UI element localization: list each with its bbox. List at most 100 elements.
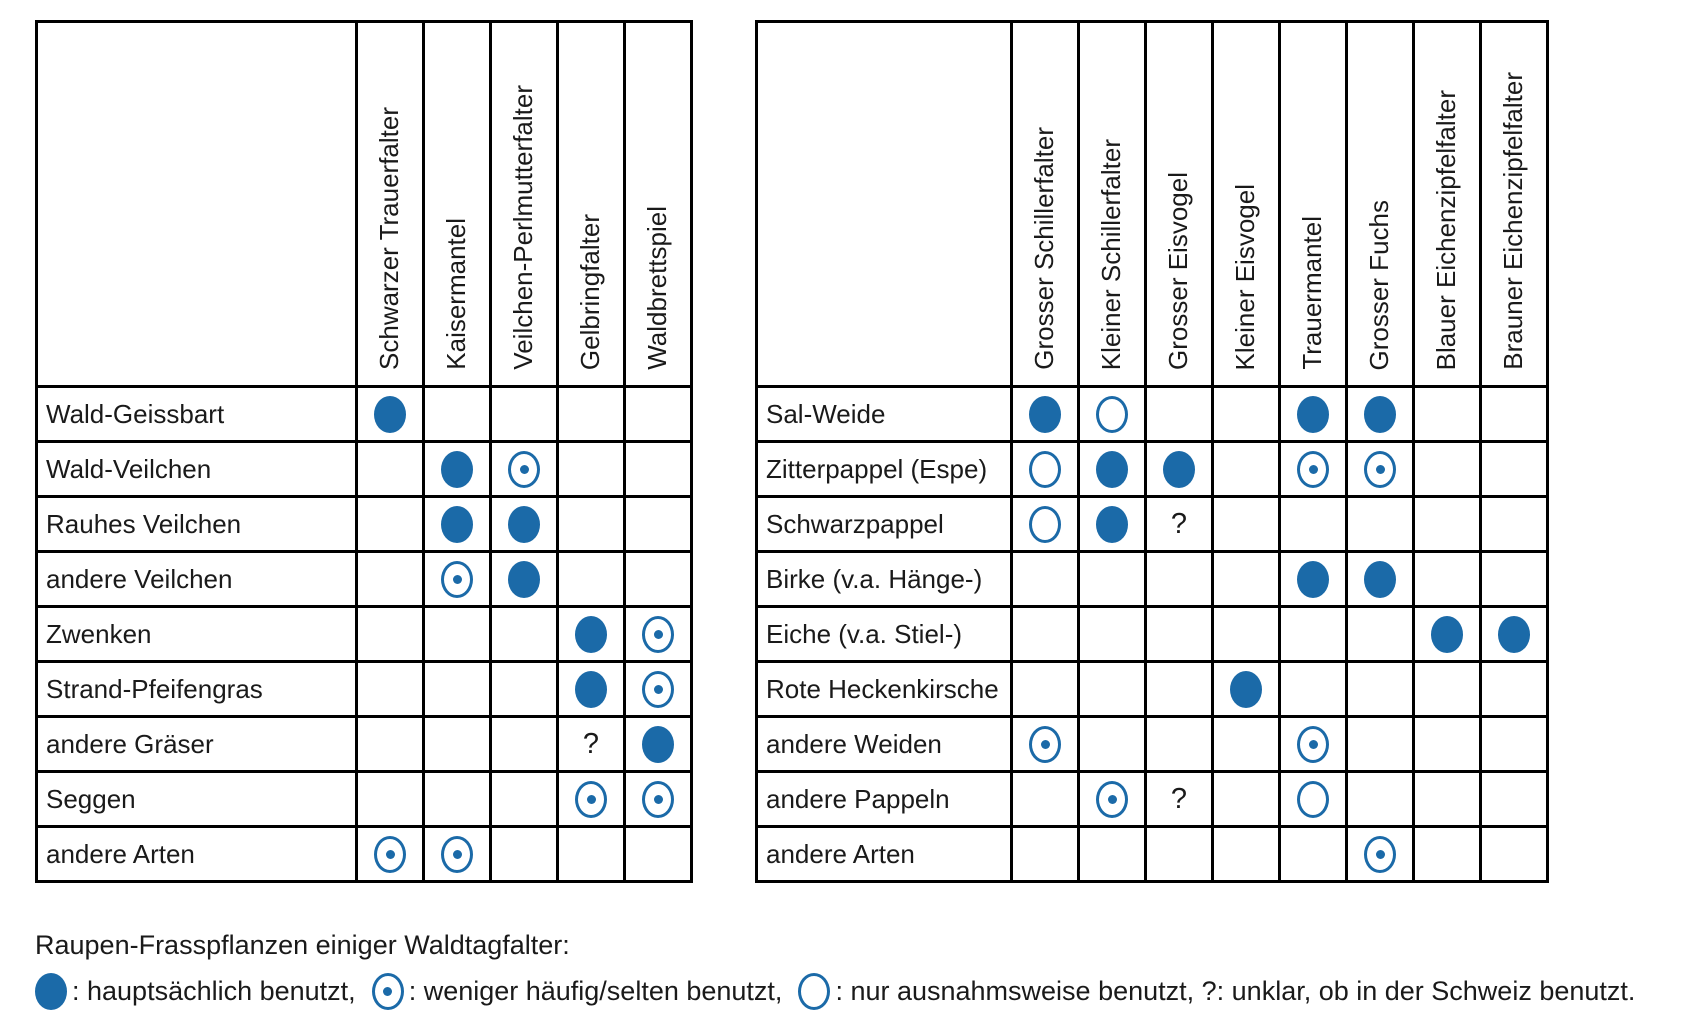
- row-label: andere Weiden: [755, 715, 1013, 773]
- legend-item: : hauptsächlich benutzt,: [35, 973, 356, 1010]
- question-mark: ?: [582, 727, 600, 760]
- matrix-cell: [1010, 825, 1080, 883]
- matrix-cell: [623, 495, 693, 553]
- matrix-cell: [623, 550, 693, 608]
- legend-item-label: : nur ausnahmsweise benutzt, ?: unklar, …: [835, 976, 1636, 1006]
- filled-circle-icon: [1029, 395, 1061, 433]
- column-header: Kleiner Eisvogel: [1211, 20, 1281, 388]
- column-header-label: Kleiner Schillerfalter: [1096, 138, 1127, 370]
- table-row: Eiche (v.a. Stiel-): [755, 605, 1549, 663]
- matrix-cell: [1345, 770, 1415, 828]
- filled-circle-icon: [575, 615, 607, 653]
- column-header-label: Waldbrettspiel: [642, 206, 673, 370]
- legend-item-label: : hauptsächlich benutzt,: [72, 976, 356, 1006]
- row-label: Sal-Weide: [755, 385, 1013, 443]
- filled-circle-icon: [1096, 450, 1128, 488]
- matrix-cell: [355, 550, 425, 608]
- question-mark: ?: [1170, 507, 1188, 540]
- matrix-cell: [422, 440, 492, 498]
- matrix-cell: [556, 385, 626, 443]
- dot-circle-icon: [441, 835, 473, 873]
- table-row: andere Pappeln?: [755, 770, 1549, 828]
- column-header-label: Veilchen-Perlmutterfalter: [508, 85, 539, 370]
- column-header: Blauer Eichenzipfelfalter: [1412, 20, 1482, 388]
- column-header-label: Kaisermantel: [441, 218, 472, 370]
- filled-circle-icon: [508, 505, 540, 543]
- matrix-cell: [1345, 715, 1415, 773]
- matrix-cell: [1010, 550, 1080, 608]
- matrix-cell: [1211, 550, 1281, 608]
- table-row: Schwarzpappel?: [755, 495, 1549, 553]
- matrix-cell: [1278, 605, 1348, 663]
- matrix-cell: [1412, 495, 1482, 553]
- matrix-cell: [1010, 385, 1080, 443]
- matrix-cell: [1345, 550, 1415, 608]
- dot-circle-icon: [1364, 450, 1396, 488]
- matrix-cell: [1077, 770, 1147, 828]
- matrix-cell: ?: [1144, 770, 1214, 828]
- column-header: Waldbrettspiel: [623, 20, 693, 388]
- matrix-cell: [1479, 440, 1549, 498]
- table-row: Rote Heckenkirsche: [755, 660, 1549, 718]
- legend-items: : hauptsächlich benutzt, : weniger häufi…: [35, 973, 1651, 1010]
- row-label: Zitterpappel (Espe): [755, 440, 1013, 498]
- column-header: Grosser Fuchs: [1345, 20, 1415, 388]
- matrix-cell: [1010, 440, 1080, 498]
- matrix-cell: [623, 440, 693, 498]
- column-header-label: Grosser Schillerfalter: [1029, 127, 1060, 370]
- matrix-cell: ?: [556, 715, 626, 773]
- matrix-cell: [1278, 495, 1348, 553]
- matrix-cell: [1278, 440, 1348, 498]
- column-header: Grosser Eisvogel: [1144, 20, 1214, 388]
- matrix-cell: [355, 385, 425, 443]
- matrix-cell: [623, 605, 693, 663]
- matrix-cell: [556, 770, 626, 828]
- matrix-cell: [556, 605, 626, 663]
- matrix-cell: [1278, 715, 1348, 773]
- matrix-cell: [1211, 715, 1281, 773]
- column-header: Schwarzer Trauerfalter: [355, 20, 425, 388]
- matrix-cell: [1345, 495, 1415, 553]
- matrix-cell: [1278, 660, 1348, 718]
- matrix-cell: [1010, 770, 1080, 828]
- empty-circle-icon: [1297, 780, 1329, 818]
- row-label: Strand-Pfeifengras: [35, 660, 358, 718]
- dot-circle-icon: [371, 973, 404, 1010]
- column-header: Trauermantel: [1278, 20, 1348, 388]
- matrix-cell: [489, 385, 559, 443]
- filled-circle-icon: [1431, 615, 1463, 653]
- matrix-cell: [1010, 715, 1080, 773]
- matrix-cell: ?: [1144, 495, 1214, 553]
- matrix-cell: [1345, 605, 1415, 663]
- matrix-cell: [355, 440, 425, 498]
- matrix-cell: [1211, 770, 1281, 828]
- legend-item: : nur ausnahmsweise benutzt, ?: unklar, …: [798, 973, 1635, 1010]
- matrix-cell: [1077, 550, 1147, 608]
- dot-circle-icon: [1096, 780, 1128, 818]
- matrix-cell: [1345, 825, 1415, 883]
- matrix-cell: [489, 660, 559, 718]
- matrix-cell: [1144, 385, 1214, 443]
- legend-item: : weniger häufig/selten benutzt,: [371, 973, 783, 1010]
- filled-circle-icon: [508, 560, 540, 598]
- column-header-label: Trauermantel: [1297, 216, 1328, 370]
- table-row: Wald-Veilchen: [35, 440, 693, 498]
- matrix-cell: [422, 825, 492, 883]
- matrix-cell: [355, 715, 425, 773]
- matrix-cell: [1479, 660, 1549, 718]
- empty-circle-icon: [1029, 505, 1061, 543]
- table-row: andere Veilchen: [35, 550, 693, 608]
- matrix-cell: [489, 440, 559, 498]
- table-row: Zwenken: [35, 605, 693, 663]
- header-row: Schwarzer Trauerfalter Kaisermantel Veilch…: [35, 20, 693, 388]
- matrix-cell: [1479, 715, 1549, 773]
- dot-circle-icon: [642, 670, 674, 708]
- table-row: Sal-Weide: [755, 385, 1549, 443]
- legend-item-label: : weniger häufig/selten benutzt,: [408, 976, 783, 1006]
- filled-circle-icon: [1163, 450, 1195, 488]
- legend: Raupen-Frasspflanzen einiger Waldtagfalt…: [35, 930, 1651, 1010]
- matrix-cell: [422, 605, 492, 663]
- column-header: Gelbringfalter: [556, 20, 626, 388]
- filled-circle-icon: [1364, 395, 1396, 433]
- row-label: Eiche (v.a. Stiel-): [755, 605, 1013, 663]
